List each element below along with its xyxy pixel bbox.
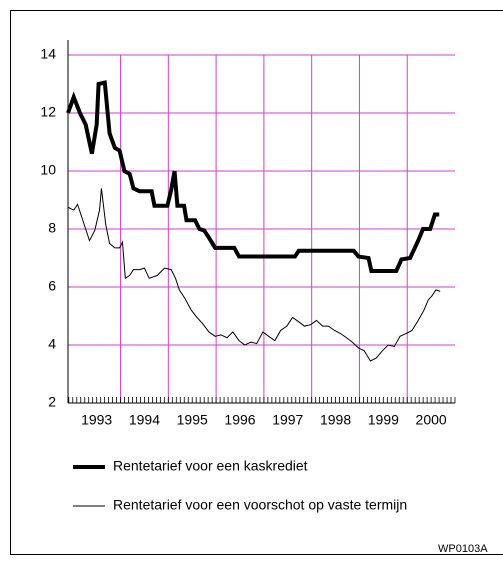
x-tick-label: 1995	[177, 412, 208, 428]
legend-label: Rentetarief voor een voorschot op vaste …	[113, 497, 407, 513]
grid	[68, 54, 455, 404]
x-tick-label: 1993	[81, 412, 112, 428]
frame	[10, 10, 503, 555]
x-tick-label: 1994	[129, 412, 160, 428]
series-line	[67, 188, 441, 362]
x-tick-label: 1997	[272, 412, 303, 428]
x-tick-label: 1996	[224, 412, 255, 428]
y-tick-label: 2	[48, 394, 56, 410]
y-tick-label: 10	[40, 162, 56, 178]
plot: 2 4 6 8 10 12 14 1993 1994 1995 1996 1997 1998 1999 20…	[40, 40, 456, 428]
y-tick-label: 12	[40, 104, 56, 120]
y-tick-label: 14	[40, 46, 56, 62]
y-tick-label: 8	[48, 220, 56, 236]
x-tick-label: 1998	[320, 412, 351, 428]
legend-label: Rentetarief voor een kaskrediet	[113, 458, 308, 474]
y-tick-label: 6	[48, 278, 56, 294]
code-label: WP0103A	[438, 543, 488, 555]
series-line	[66, 80, 440, 274]
y-tick-label: 4	[48, 336, 56, 352]
x-tick-label: 2000	[416, 412, 447, 428]
x-tick-label: 1999	[368, 412, 399, 428]
